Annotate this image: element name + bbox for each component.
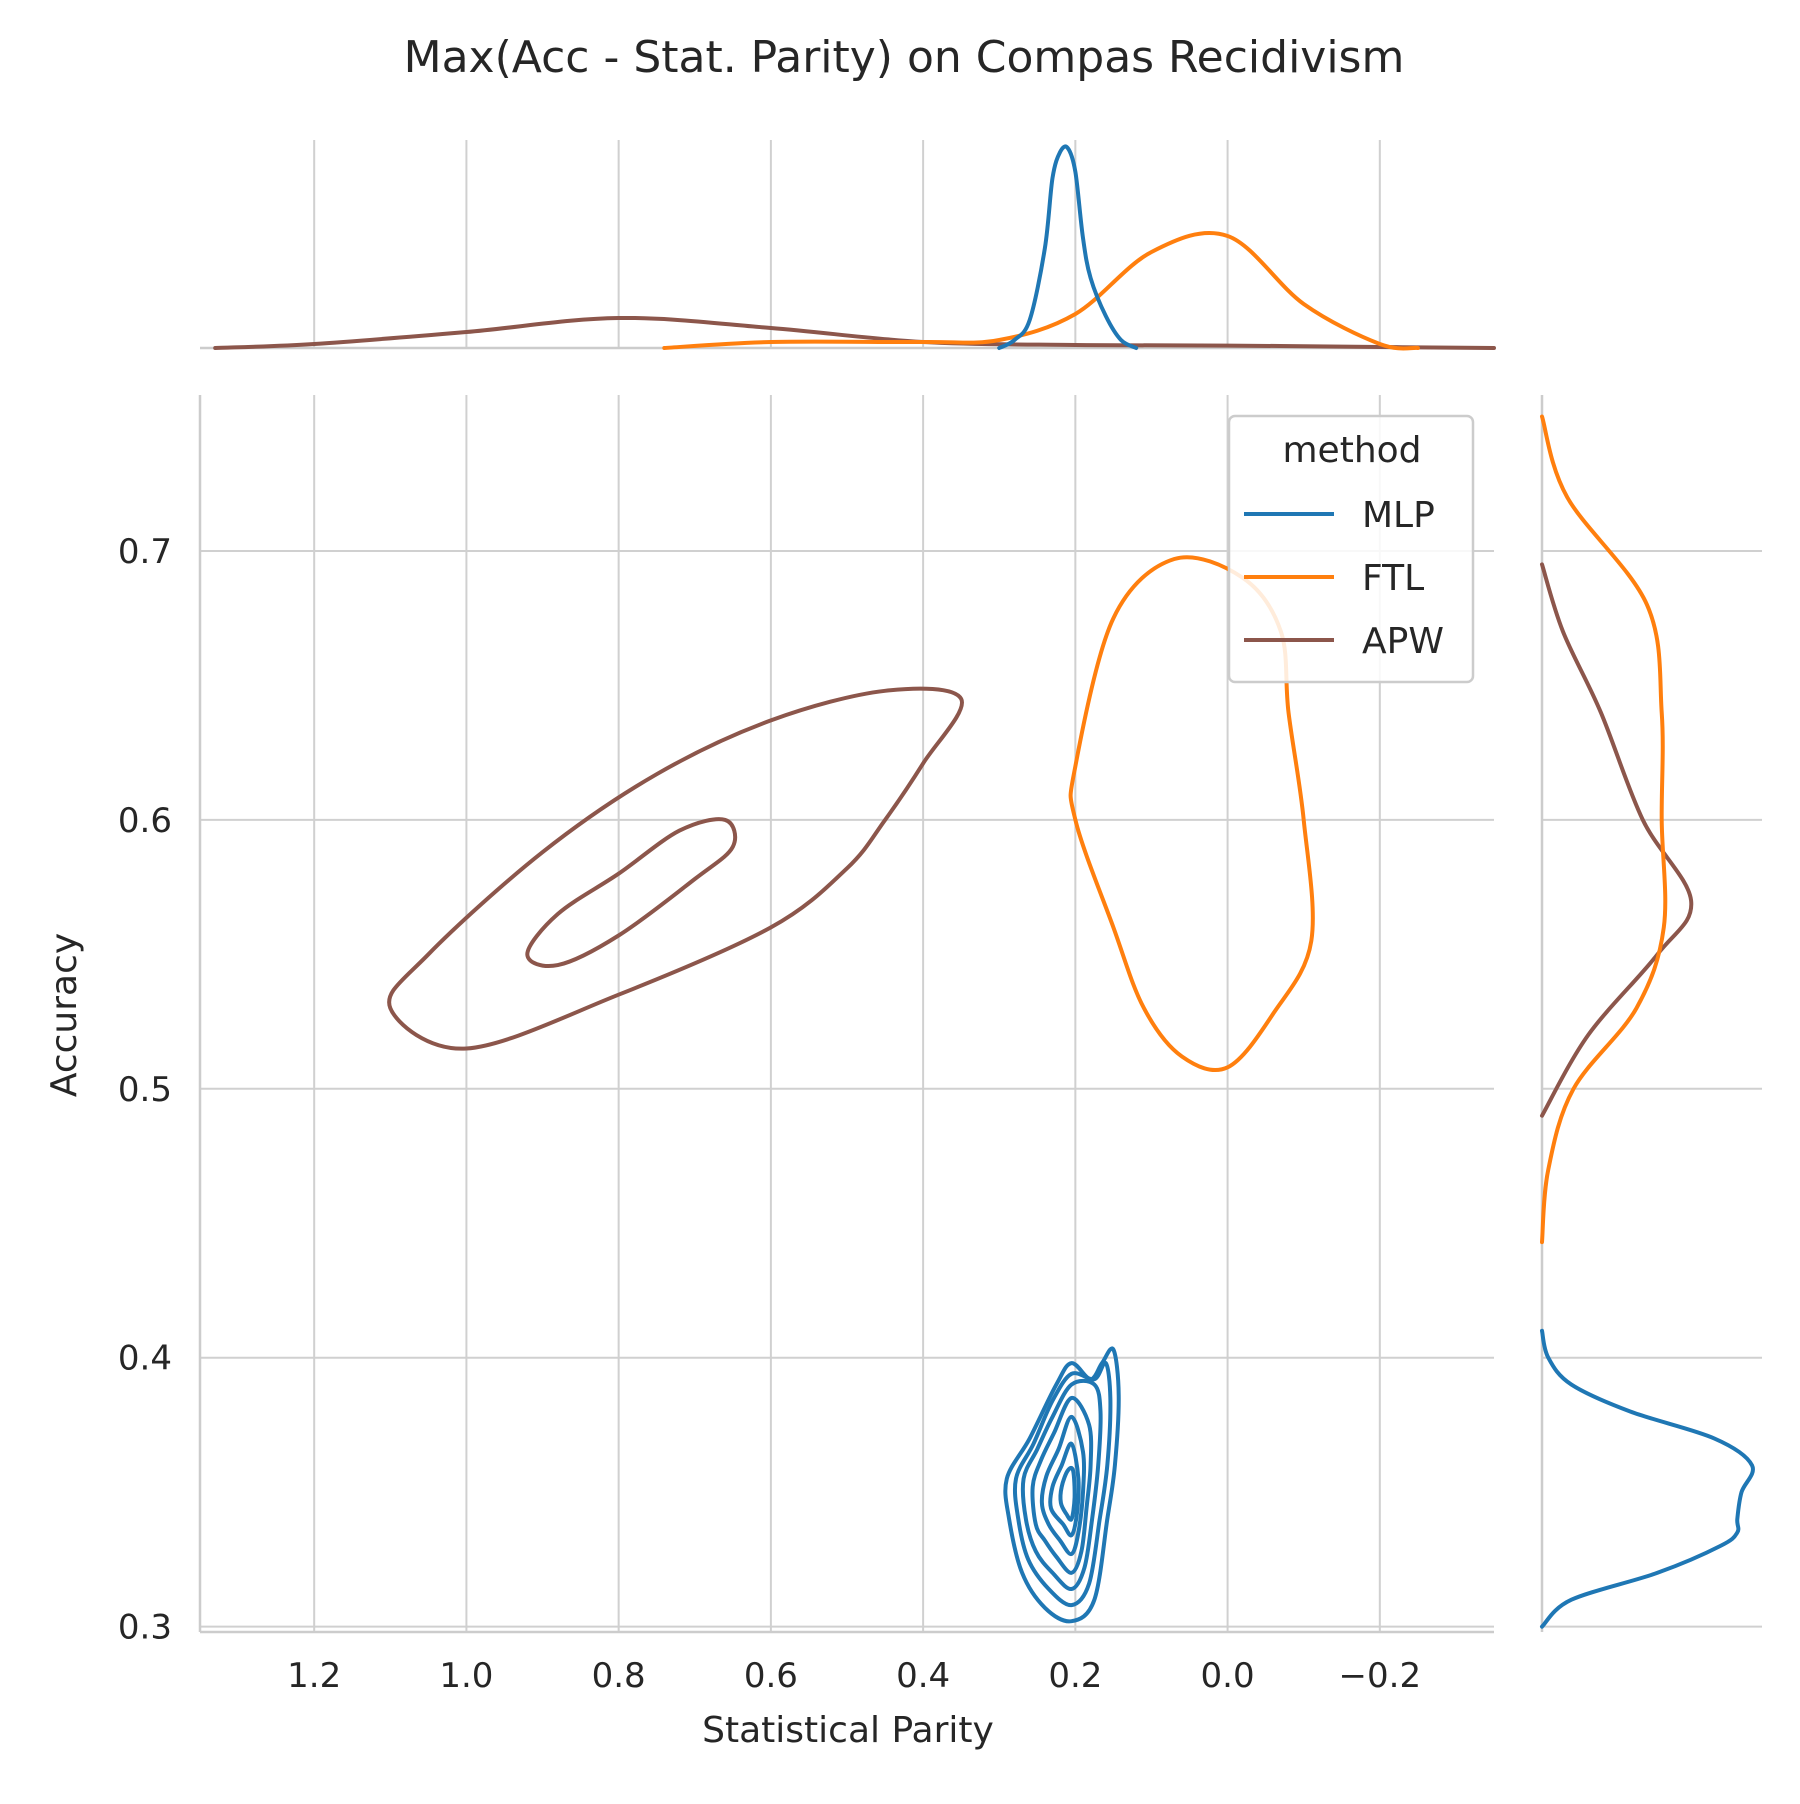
y-tick-label: 0.5 xyxy=(118,1070,172,1110)
apw-contour-level-2 xyxy=(525,817,738,968)
x-tick-label: 0.6 xyxy=(744,1656,798,1696)
mlp-x-marginal-curve xyxy=(997,144,1139,350)
mlp-contour-level-5 xyxy=(1039,1414,1087,1557)
ftl-y-marginal-curve xyxy=(1540,414,1668,1245)
x-tick-label: 1.2 xyxy=(287,1656,341,1696)
mlp-contour-level-7 xyxy=(1058,1466,1077,1522)
legend-box xyxy=(1227,414,1475,684)
x-tick-label: 0.2 xyxy=(1048,1656,1102,1696)
apw-y-marginal-curve xyxy=(1540,562,1694,1118)
mlp-y-marginal-curve xyxy=(1540,1328,1755,1629)
x-tick-label: 0.4 xyxy=(896,1656,950,1696)
legend-label-ftl: FTL xyxy=(1362,558,1424,599)
mlp-contour-level-2 xyxy=(1012,1360,1113,1608)
mlp-contour-level-3 xyxy=(1020,1378,1103,1591)
x-tick-label: −0.2 xyxy=(1339,1656,1422,1696)
legend-label-mlp: MLP xyxy=(1362,495,1435,536)
gridlines xyxy=(200,140,1762,1632)
y-tick-label: 0.4 xyxy=(118,1339,172,1379)
mlp-contour-level-4 xyxy=(1030,1396,1094,1575)
apw-contour-level-1 xyxy=(387,686,964,1051)
mlp-contour-level-6 xyxy=(1048,1441,1081,1538)
x-axis-label: Statistical Parity xyxy=(702,1710,994,1751)
legend: method MLP FTL APW xyxy=(1227,414,1475,684)
x-tick-label: 0.8 xyxy=(592,1656,646,1696)
x-tick-label: 0.0 xyxy=(1201,1656,1255,1696)
joint-plot xyxy=(387,555,1315,1624)
y-tick-label: 0.7 xyxy=(118,532,172,572)
right-marginal-plot xyxy=(1540,414,1755,1629)
x-tick-label: 1.0 xyxy=(439,1656,493,1696)
chart-title: Max(Acc - Stat. Parity) on Compas Recidi… xyxy=(404,32,1405,83)
y-tick-label: 0.3 xyxy=(118,1608,172,1648)
ftl-x-marginal-curve xyxy=(662,231,1420,351)
ftl-contour-level-1 xyxy=(1068,555,1315,1073)
apw-x-marginal-curve xyxy=(213,315,1496,350)
mlp-contour-level-1 xyxy=(1003,1346,1121,1624)
y-axis-label: Accuracy xyxy=(44,933,85,1097)
legend-title: method xyxy=(1282,430,1421,471)
legend-label-apw: APW xyxy=(1362,621,1444,662)
axes-spines xyxy=(198,346,1544,1634)
top-marginal-plot xyxy=(213,144,1496,351)
y-tick-label: 0.6 xyxy=(118,801,172,841)
tick-labels: 1.2 1.0 0.8 0.6 0.4 0.2 0.0 −0.2 0.3 0.4 0.5 0.6 0.7 xyxy=(118,532,1421,1696)
